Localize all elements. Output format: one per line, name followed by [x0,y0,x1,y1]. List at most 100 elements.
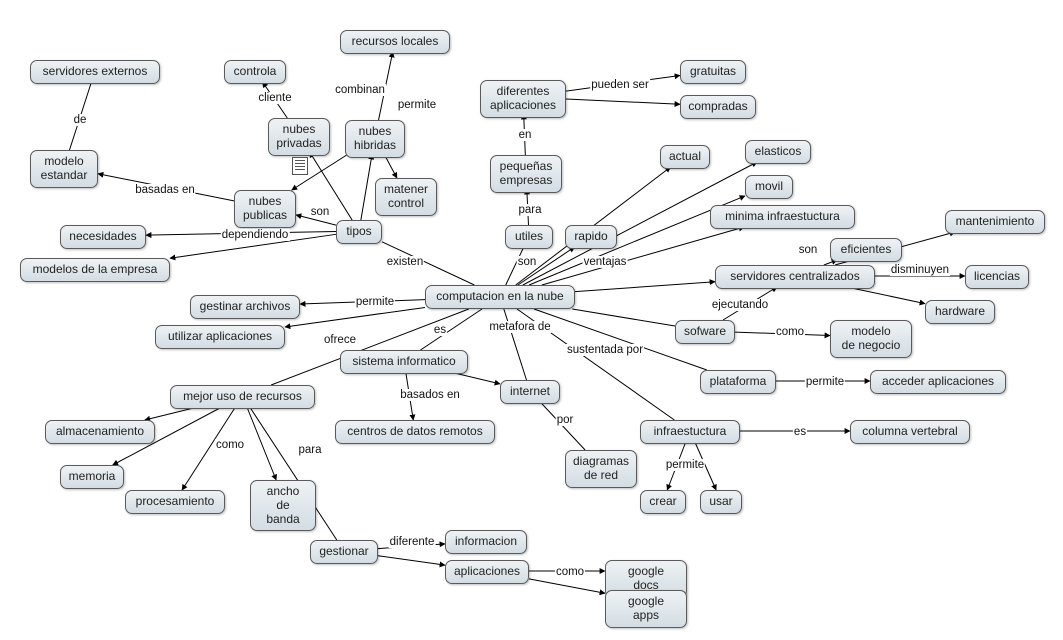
edge-label: existen [386,256,424,268]
node-label: memoria [69,470,116,484]
edge-label: permite [355,296,395,308]
edge-label: permite [805,376,845,388]
node-label: actual [669,150,701,164]
edge-label: ventajas [583,256,628,268]
node-eficientes: eficientes [830,238,902,262]
node-modelo_estandar: modelo estandar [30,150,98,188]
edge-label: de [73,114,88,126]
node-mejor_uso: mejor uso de recursos [170,385,315,409]
node-servidores_ext: servidores externos [30,60,160,84]
edge [566,99,680,104]
node-mantenimiento: mantenimiento [945,210,1045,234]
node-gratuitas: gratuitas [680,60,746,84]
edge [529,579,605,593]
node-label: diagramas de red [573,455,629,483]
node-label: sistema informatico [352,355,455,369]
node-sofware: sofware [675,320,735,344]
edge-label: permite [397,99,437,111]
node-nubes_hibridas: nubes hibridas [345,120,405,158]
node-label: licencias [974,270,1020,284]
node-label: mejor uso de recursos [183,390,302,404]
node-label: modelo de negocio [842,325,901,353]
node-label: google apps [614,595,678,623]
node-gestinar_arch: gestinar archivos [190,295,300,319]
node-google_apps: google apps [605,590,687,628]
edge-label: para [297,444,322,456]
node-elasticos: elasticos [745,140,811,164]
node-hardware: hardware [925,300,995,324]
node-label: diferentes aplicaciones [490,85,556,113]
node-diagramas_red: diagramas de red [565,450,637,488]
node-matener_control: matener control [375,178,437,216]
node-label: informacion [455,535,517,549]
node-infraestuctura: infraestuctura [640,420,740,444]
node-label: eficientes [841,243,892,257]
edge-label: por [556,414,575,426]
node-label: plataforma [710,375,767,389]
node-label: google docs [614,565,678,593]
node-almacenamiento: almacenamiento [45,420,155,444]
node-label: utiles [515,230,543,244]
node-informacion: informacion [445,530,527,554]
node-procesamiento: procesamiento [125,490,225,514]
node-actual: actual [660,145,710,169]
edge [572,309,675,326]
node-label: internet [510,385,550,399]
node-label: mantenimiento [956,215,1035,229]
node-modelos_empresa: modelos de la empresa [20,258,170,282]
edge-label: son [310,206,331,218]
node-label: gestinar archivos [200,300,291,314]
concept-map-canvas: computacion en la nubetiposnubes publica… [0,0,1063,640]
document-icon [292,157,308,175]
node-peq_empresas: pequeñas empresas [490,155,562,193]
node-label: gestionar [319,545,368,559]
edge-label: diferente [389,536,436,548]
edge-label: ejecutando [711,299,769,311]
node-movil: movil [745,175,793,199]
edge-label: para [517,204,542,216]
node-aplicaciones: aplicaciones [445,560,529,584]
node-necesidades: necesidades [60,225,146,249]
edge-label: como [775,326,805,338]
node-min_infra: minima infraestuctura [710,205,855,229]
node-label: infraestuctura [654,425,727,439]
node-label: usar [709,495,732,509]
node-dif_apps: diferentes aplicaciones [480,80,566,118]
node-label: servidores centralizados [730,270,859,284]
edge [378,556,445,565]
node-label: modelos de la empresa [33,263,158,277]
edge [847,287,925,304]
node-recursos_locales: recursos locales [340,30,450,54]
node-columna_vert: columna vertebral [850,420,970,444]
edge [504,309,527,380]
edge-label: basadas en [134,184,195,196]
node-serv_central: servidores centralizados [715,265,875,289]
edge-label: combinan [334,84,386,96]
edge [145,407,198,420]
node-nubes_publicas: nubes publicas [234,190,296,228]
node-label: computacion en la nube [436,290,563,304]
node-label: compradas [688,100,747,114]
edge-label: son [798,244,819,256]
edge [575,282,715,292]
node-acceder_apps: acceder aplicaciones [870,370,1006,394]
edge-label: como [555,566,585,578]
edge [247,407,276,480]
node-label: nubes privadas [276,123,321,151]
edge-label: ofrece [323,334,357,346]
node-label: procesamiento [136,495,215,509]
edge [384,154,397,178]
node-plataforma: plataforma [700,370,776,394]
edge-label: disminuyen [890,264,950,276]
node-label: centros de datos remotos [347,425,482,439]
node-usar: usar [700,490,742,514]
node-label: servidores externos [43,65,148,79]
node-centros_datos: centros de datos remotos [335,420,495,444]
edge-label: pueden ser [590,79,650,91]
node-label: recursos locales [352,35,439,49]
edge [361,154,372,220]
edge-label: es [793,426,807,438]
node-crear: crear [640,490,686,514]
node-label: movil [755,180,783,194]
node-label: sofware [684,325,726,339]
